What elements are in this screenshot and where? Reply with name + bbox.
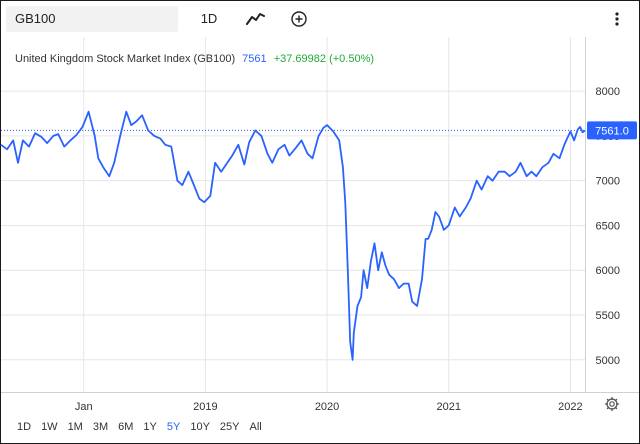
line-chart-icon[interactable] (244, 9, 268, 29)
x-tick-label: 2021 (436, 401, 460, 413)
legend-symbol-name: United Kingdom Stock Market Index (GB100… (15, 53, 236, 65)
y-tick-label: 5000 (596, 355, 620, 367)
legend-last-price: 7561 (242, 53, 267, 65)
range-button-all[interactable]: All (249, 421, 262, 433)
x-tick-label: 2022 (558, 401, 582, 413)
range-button-6m[interactable]: 6M (118, 421, 134, 433)
y-tick-label: 6000 (596, 265, 620, 277)
x-tick-label: 2020 (315, 401, 339, 413)
series-line (0, 110, 586, 361)
chart-toolbar: GB100 1D (1, 1, 639, 37)
symbol-search-input[interactable]: GB100 (6, 6, 178, 32)
vertical-ellipsis-icon[interactable] (609, 9, 625, 29)
chart-legend: United Kingdom Stock Market Index (GB100… (15, 53, 374, 65)
legend-change: +37.69982 (+0.50%) (273, 53, 375, 65)
y-tick-label: 5500 (596, 310, 620, 322)
add-circle-icon[interactable] (289, 9, 309, 29)
interval-button[interactable]: 1D (200, 11, 218, 26)
y-tick-label: 7000 (596, 176, 620, 188)
y-tick-label: 8000 (596, 86, 620, 98)
range-button-1m[interactable]: 1M (67, 421, 83, 433)
range-button-10y[interactable]: 10Y (190, 421, 210, 433)
range-button-5y[interactable]: 5Y (166, 421, 181, 433)
range-button-1d[interactable]: 1D (17, 421, 32, 433)
last-price-badge (587, 121, 637, 140)
last-price-label: 7561.0 (595, 125, 629, 137)
range-button-1y[interactable]: 1Y (143, 421, 157, 433)
range-button-3m[interactable]: 3M (92, 421, 109, 433)
y-tick-label: 6500 (596, 220, 620, 232)
range-button-1w[interactable]: 1W (41, 421, 58, 433)
range-button-25y[interactable]: 25Y (219, 421, 240, 433)
x-tick-label: 2019 (193, 401, 217, 413)
gear-icon[interactable] (604, 396, 620, 412)
time-range-selector: 1D 1W 1M 3M 6M 1Y 5Y 10Y 25Y All (12, 418, 267, 436)
x-tick-label: Jan (75, 401, 93, 413)
